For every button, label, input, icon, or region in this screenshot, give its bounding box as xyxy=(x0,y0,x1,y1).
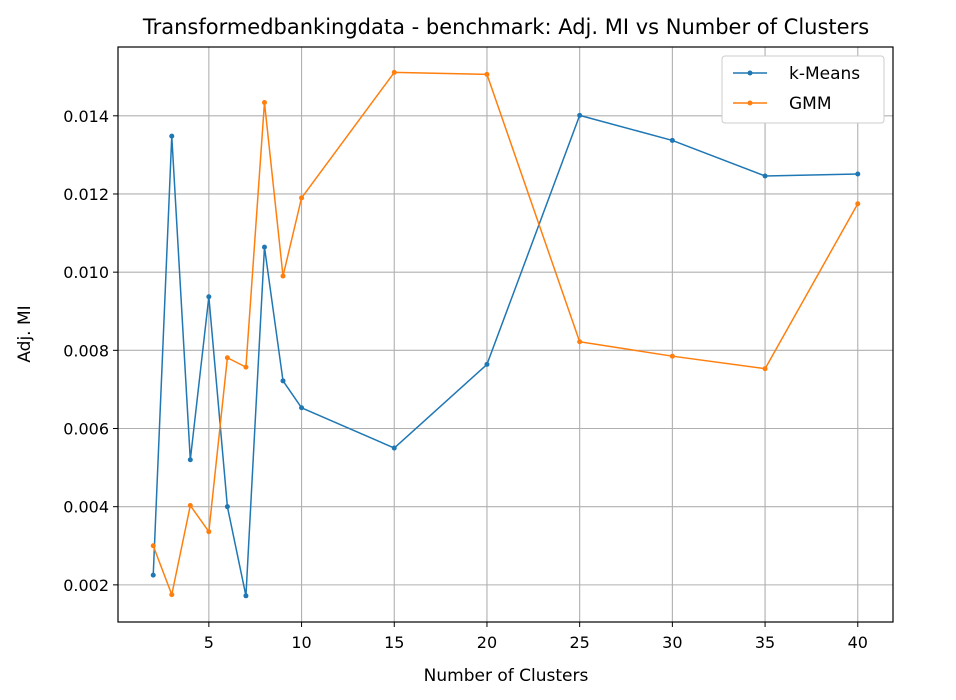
x-tick-label: 30 xyxy=(662,633,682,652)
series-layer xyxy=(150,69,861,599)
legend-label-gmm: GMM xyxy=(789,94,832,114)
y-tick-label: 0.012 xyxy=(63,185,109,204)
x-tick-label: 40 xyxy=(848,633,868,652)
data-point-gmm xyxy=(855,201,861,207)
data-point-k-means xyxy=(187,457,193,463)
legend-marker-gmm xyxy=(747,100,753,106)
data-point-gmm xyxy=(391,69,397,75)
y-tick-label: 0.002 xyxy=(63,576,109,595)
data-point-k-means xyxy=(169,133,175,139)
data-point-gmm xyxy=(280,273,286,279)
data-point-k-means xyxy=(484,361,490,367)
grid xyxy=(118,47,893,622)
plot-frame xyxy=(117,46,894,623)
data-point-k-means xyxy=(243,593,249,599)
data-point-gmm xyxy=(762,366,768,372)
data-point-gmm xyxy=(187,503,193,509)
x-tick-label: 35 xyxy=(755,633,775,652)
legend-label-kmeans: k-Means xyxy=(789,64,860,84)
data-point-gmm xyxy=(261,100,267,106)
y-tick-label: 0.014 xyxy=(63,107,109,126)
x-tick-label: 10 xyxy=(291,633,311,652)
data-point-k-means xyxy=(261,244,267,250)
data-point-k-means xyxy=(577,112,583,118)
chart-title: Transformedbankingdata - benchmark: Adj.… xyxy=(142,15,869,39)
data-point-gmm xyxy=(150,543,156,549)
y-tick-label: 0.004 xyxy=(63,498,109,517)
data-point-k-means xyxy=(669,137,675,143)
x-tick-label: 20 xyxy=(477,633,497,652)
x-axis: 5 10 15 20 25 30 35 40 xyxy=(204,622,868,652)
x-axis-label: Number of Clusters xyxy=(424,666,589,686)
data-point-gmm xyxy=(206,529,212,535)
x-tick-label: 15 xyxy=(384,633,404,652)
data-point-k-means xyxy=(762,173,768,179)
data-point-gmm xyxy=(169,592,175,598)
y-tick-label: 0.008 xyxy=(63,341,109,360)
data-point-k-means xyxy=(391,445,397,451)
data-point-gmm xyxy=(243,364,249,370)
data-point-k-means xyxy=(855,171,861,177)
data-point-k-means xyxy=(299,405,305,411)
series-line-gmm xyxy=(152,71,859,596)
data-point-gmm xyxy=(577,339,583,345)
legend-marker-kmeans xyxy=(747,70,753,76)
y-tick-label: 0.006 xyxy=(63,420,109,439)
data-point-k-means xyxy=(206,294,212,300)
y-axis-label: Adj. MI xyxy=(15,305,35,362)
legend: k-Means GMM xyxy=(721,55,885,124)
y-axis: 0.002 0.004 0.006 0.008 0.010 0.012 0.014 xyxy=(63,107,118,595)
x-tick-label: 25 xyxy=(569,633,589,652)
data-point-gmm xyxy=(484,71,490,77)
data-point-k-means xyxy=(280,378,286,384)
data-point-k-means xyxy=(224,504,230,510)
data-point-gmm xyxy=(669,353,675,359)
data-point-gmm xyxy=(224,355,230,361)
x-tick-label: 5 xyxy=(204,633,214,652)
data-point-k-means xyxy=(150,572,156,578)
data-point-gmm xyxy=(299,195,305,201)
y-tick-label: 0.010 xyxy=(63,263,109,282)
